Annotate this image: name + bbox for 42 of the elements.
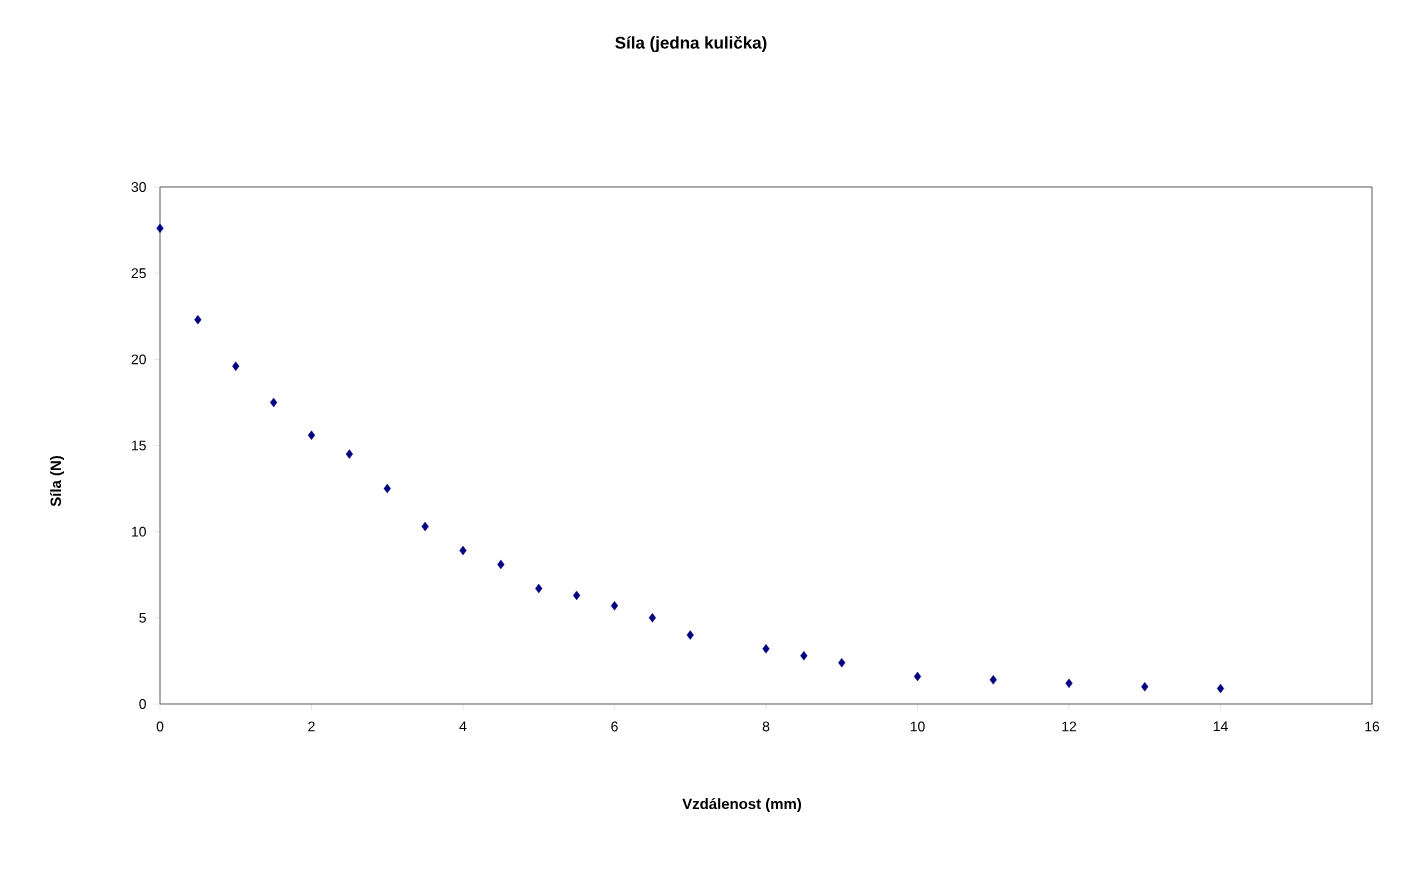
- x-tick-label: 14: [1213, 721, 1228, 732]
- x-tick-label: 2: [308, 721, 315, 732]
- x-tick-label: 4: [459, 721, 467, 732]
- point: [535, 583, 543, 594]
- point: [838, 657, 846, 668]
- x-tick-label: 0: [156, 721, 164, 732]
- point: [800, 651, 808, 661]
- point: [497, 559, 505, 570]
- x-tick-label: 6: [611, 721, 618, 732]
- point: [610, 601, 619, 611]
- point: [1065, 678, 1073, 689]
- point: [989, 675, 997, 685]
- y-tick-label: 5: [139, 612, 146, 623]
- chart-title: Síla (jedna kulička): [615, 35, 767, 53]
- y-tick-label: 15: [132, 440, 146, 451]
- point: [762, 644, 770, 654]
- point: [1141, 682, 1149, 692]
- x-tick-label: 10: [910, 721, 925, 732]
- point: [383, 483, 391, 494]
- y-tick-label: 30: [131, 182, 146, 192]
- point: [270, 397, 278, 408]
- y-tick-label: 10: [132, 526, 146, 537]
- point: [156, 223, 164, 234]
- point: [459, 545, 467, 556]
- point: [194, 314, 202, 325]
- y-tick-label: 25: [131, 268, 146, 279]
- y-axis-title: Síla (N): [49, 456, 65, 507]
- point: [648, 613, 656, 623]
- point: [913, 671, 922, 682]
- y-tick-label: 0: [139, 699, 146, 709]
- x-tick-label: 12: [1062, 721, 1077, 732]
- point: [307, 430, 316, 440]
- y-tick-label: 20: [131, 354, 146, 365]
- point: [421, 521, 429, 532]
- x-tick-label: 8: [762, 721, 770, 732]
- x-axis-title: Vzdálenost (mm): [682, 797, 802, 813]
- point: [345, 449, 353, 459]
- point: [1216, 683, 1225, 694]
- point: [573, 590, 581, 601]
- point: [232, 361, 240, 371]
- x-tick-label: 16: [1365, 721, 1380, 732]
- point: [686, 630, 694, 640]
